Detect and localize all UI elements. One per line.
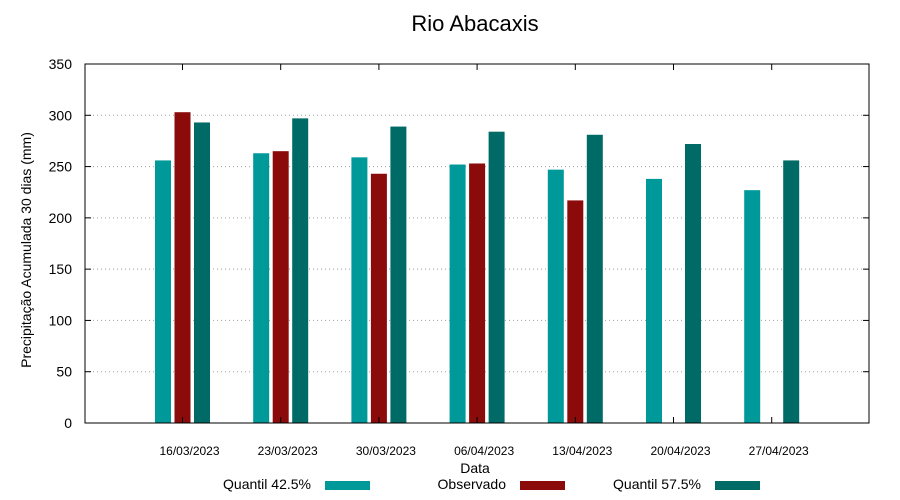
y-tick-label: 200	[49, 210, 73, 226]
x-tick-label: 30/03/2023	[356, 444, 416, 458]
x-tick-label: 16/03/2023	[159, 444, 219, 458]
bar	[272, 151, 289, 423]
x-tick-label: 20/04/2023	[650, 444, 710, 458]
y-tick-label: 300	[49, 107, 73, 123]
bar	[488, 131, 505, 423]
bar	[567, 200, 584, 423]
bar	[155, 160, 171, 423]
x-tick-label: 13/04/2023	[552, 444, 612, 458]
bars	[155, 112, 800, 424]
y-tick-label: 0	[64, 415, 72, 431]
bar	[685, 144, 701, 423]
y-axis-title: Precipitação Acumulada 30 dias (mm)	[18, 132, 34, 368]
bar	[547, 169, 564, 423]
legend-swatch	[325, 481, 370, 490]
chart-title: Rio Abacaxis	[411, 11, 538, 36]
bar	[194, 122, 210, 424]
bar	[783, 160, 800, 423]
bar	[469, 163, 486, 423]
bar	[253, 153, 270, 424]
bar	[292, 118, 309, 423]
legend-swatch	[715, 481, 760, 490]
y-tick-label: 50	[56, 364, 72, 380]
x-axis-ticks: 16/03/2023 23/03/2023 30/03/2023 06/04/2023…	[159, 64, 809, 458]
legend-label: Quantil 57.5%	[613, 476, 701, 492]
bar	[390, 126, 407, 423]
bar	[449, 164, 466, 423]
bar	[744, 190, 761, 423]
x-tick-label: 23/03/2023	[258, 444, 318, 458]
bar	[586, 134, 603, 423]
legend-label: Observado	[438, 476, 507, 492]
y-tick-label: 150	[49, 261, 73, 277]
y-tick-label: 100	[49, 312, 73, 328]
bar	[351, 157, 368, 423]
bar	[174, 112, 191, 424]
y-tick-label: 250	[49, 159, 73, 175]
bar	[646, 178, 662, 423]
x-axis-title: Data	[460, 460, 490, 476]
x-tick-label: 06/04/2023	[454, 444, 514, 458]
y-tick-label: 350	[49, 56, 73, 72]
x-tick-label: 27/04/2023	[749, 444, 809, 458]
y-axis-ticks: 0 50 100 150 200 250 300 350	[49, 56, 869, 431]
legend: Quantil 42.5% Observado Quantil 57.5%	[223, 476, 760, 492]
bar	[370, 173, 387, 423]
legend-label: Quantil 42.5%	[223, 476, 311, 492]
legend-swatch	[520, 481, 565, 490]
